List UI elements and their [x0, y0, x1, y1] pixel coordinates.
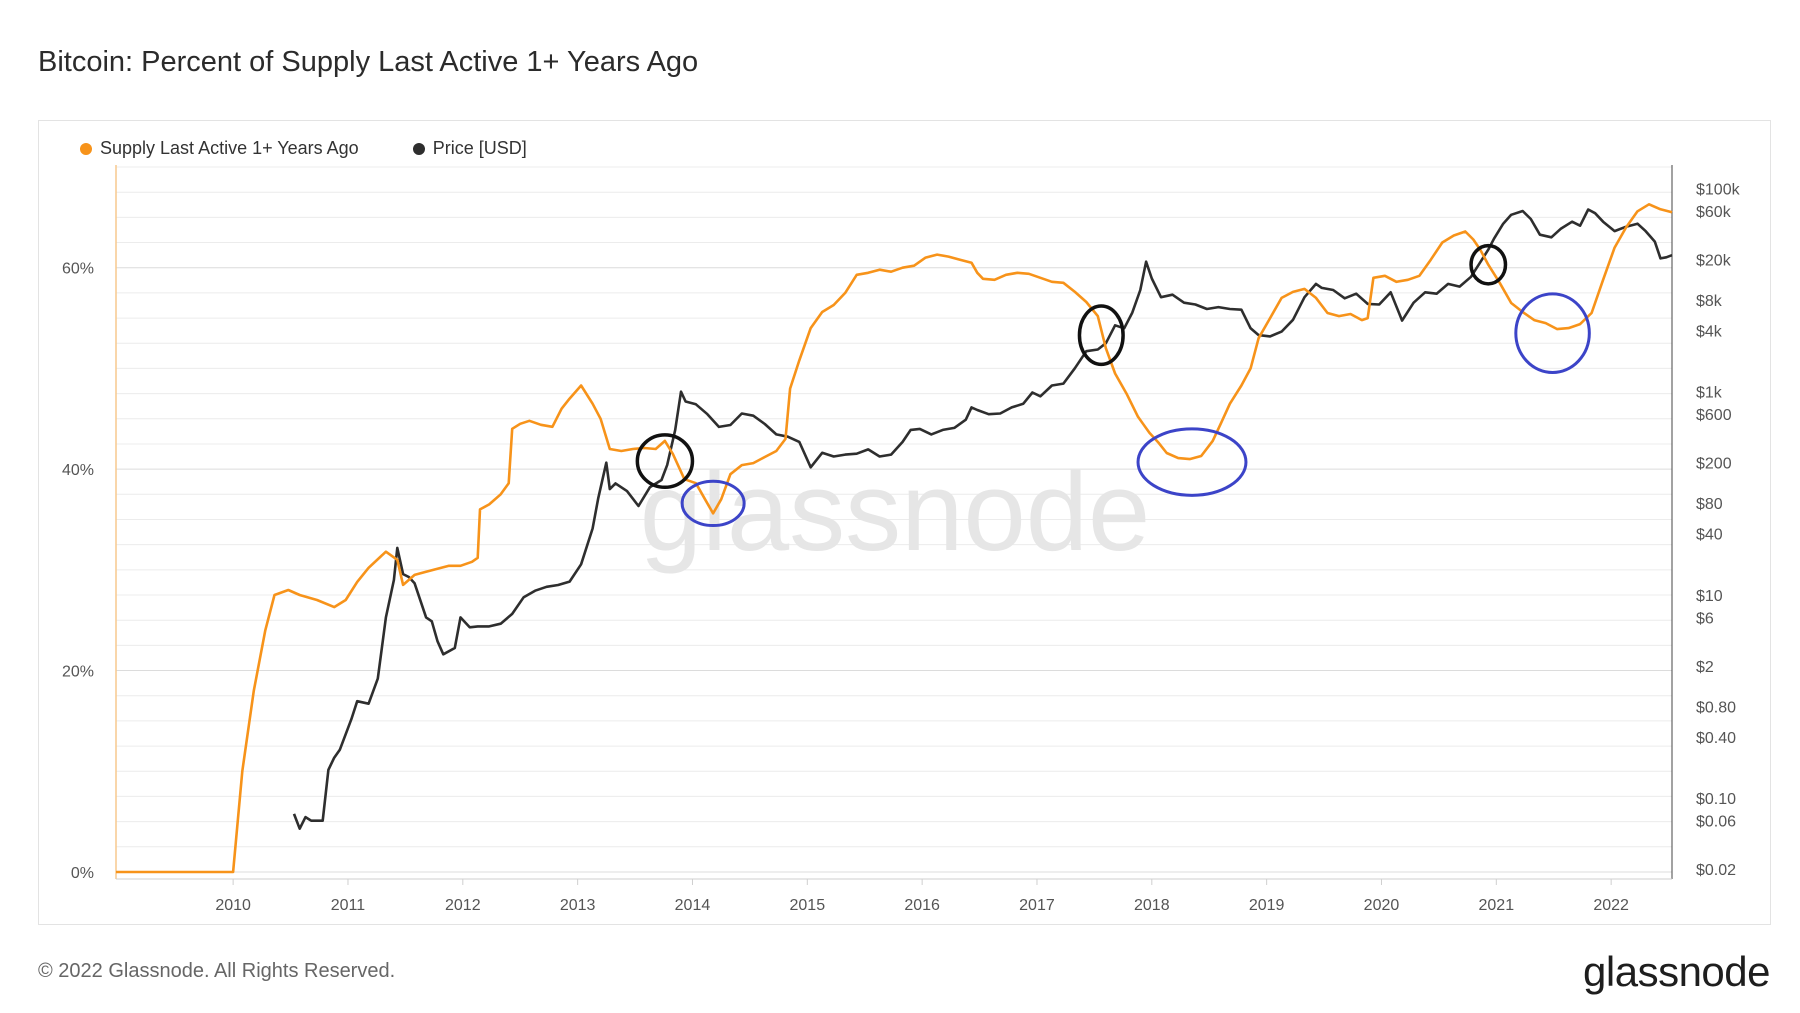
x-tick-label: 2014 — [675, 897, 711, 914]
x-tick-label: 2016 — [904, 897, 940, 914]
supply-series-line — [116, 203, 1673, 874]
annotation-circle-black — [1469, 243, 1508, 286]
x-tick-label: 2019 — [1249, 897, 1285, 914]
annotation-circle-black — [635, 433, 695, 490]
left-tick-label: 60% — [62, 261, 94, 278]
left-tick-label: 40% — [62, 462, 94, 479]
x-tick-label: 2021 — [1479, 897, 1515, 914]
right-tick-label: $0.80 — [1696, 699, 1736, 716]
right-tick-label: $60k — [1696, 204, 1732, 221]
annotation-circle-blue — [680, 479, 746, 528]
right-tick-label: $4k — [1696, 323, 1723, 340]
right-axis-ticks: $0.02 $0.06 $0.10 $0.40 $0.80 $2 $6 $10 $40 $80 $2… — [1696, 181, 1741, 879]
copyright-text: © 2022 Glassnode. All Rights Reserved. — [38, 960, 396, 982]
x-tick-label: 2018 — [1134, 897, 1170, 914]
left-tick-label: 20% — [62, 664, 94, 681]
legend-dot-price-icon — [412, 142, 425, 155]
annotation-circles — [635, 243, 1591, 528]
right-tick-label: $40 — [1696, 527, 1723, 544]
x-tick-label: 2013 — [560, 897, 596, 914]
chart-title: Bitcoin: Percent of Supply Last Active 1… — [38, 46, 699, 78]
right-tick-label: $1k — [1696, 385, 1723, 402]
x-tick-label: 2017 — [1019, 897, 1055, 914]
legend-label-supply: Supply Last Active 1+ Years Ago — [100, 138, 359, 158]
legend-dot-supply-icon — [80, 142, 92, 155]
right-tick-label: $80 — [1696, 496, 1723, 513]
legend-item-price[interactable]: Price [USD] — [412, 138, 527, 159]
left-tick-label: 0% — [71, 865, 94, 882]
right-tick-label: $100k — [1696, 181, 1741, 198]
right-tick-label: $10 — [1696, 588, 1723, 605]
right-tick-label: $0.06 — [1696, 814, 1736, 831]
x-tick-label: 2020 — [1364, 897, 1400, 914]
right-tick-label: $8k — [1696, 293, 1723, 310]
legend-item-supply[interactable]: Supply Last Active 1+ Years Ago — [80, 138, 359, 159]
grid-lines — [116, 166, 1672, 873]
price-series-line — [292, 208, 1673, 830]
legend-label-price: Price [USD] — [432, 138, 527, 158]
x-tick-label: 2015 — [790, 897, 826, 914]
chart-legend: Supply Last Active 1+ Years Ago Price [U… — [80, 138, 527, 159]
x-tick-label: 2011 — [331, 897, 366, 914]
right-tick-label: $6 — [1696, 610, 1714, 627]
right-tick-label: $0.10 — [1696, 791, 1736, 808]
watermark-text: glassnode — [640, 449, 1151, 574]
annotation-circle-blue — [1514, 292, 1591, 374]
x-tick-label: 2022 — [1593, 897, 1629, 914]
x-axis-ticks: 2010 2011 2012 2013 2014 2015 2016 2017 2018 2019… — [215, 879, 1629, 914]
right-tick-label: $0.02 — [1696, 862, 1736, 879]
x-tick-label: 2012 — [445, 897, 481, 914]
x-tick-label: 2010 — [215, 897, 251, 914]
right-tick-label: $20k — [1696, 252, 1732, 269]
right-tick-label: $2 — [1696, 659, 1714, 676]
glassnode-logo[interactable]: glassnode — [1583, 948, 1770, 995]
right-tick-label: $200 — [1696, 456, 1732, 473]
left-axis-ticks: 0% 20% 40% 60% — [62, 261, 94, 882]
right-tick-label: $0.40 — [1696, 730, 1736, 747]
annotation-circle-blue — [1136, 427, 1248, 497]
right-tick-label: $600 — [1696, 407, 1732, 424]
chart-frame — [38, 120, 1771, 925]
annotation-circle-black — [1077, 304, 1125, 367]
